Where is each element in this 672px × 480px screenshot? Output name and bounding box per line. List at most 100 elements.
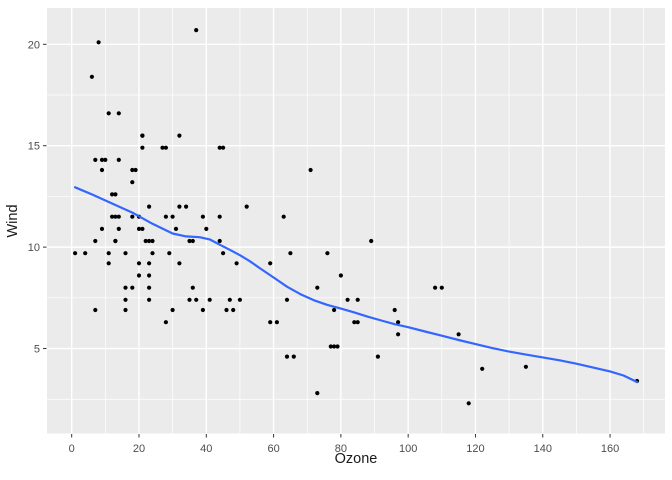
- data-point: [123, 251, 128, 256]
- data-point: [99, 167, 105, 173]
- data-point: [274, 320, 279, 325]
- data-point: [83, 251, 88, 256]
- data-point: [147, 204, 152, 209]
- data-point: [106, 261, 111, 266]
- data-point: [224, 307, 229, 313]
- data-point: [99, 157, 105, 162]
- data-point: [221, 145, 226, 150]
- data-point: [439, 285, 444, 290]
- data-point: [355, 297, 360, 302]
- data-point: [284, 354, 290, 359]
- data-point: [315, 391, 320, 396]
- data-point: [480, 366, 485, 371]
- x-tick-label: 120: [466, 443, 484, 455]
- data-point: [93, 238, 98, 244]
- data-point: [291, 354, 296, 359]
- data-point: [332, 307, 337, 313]
- data-point: [136, 226, 142, 231]
- loess-smooth-line: [74, 186, 639, 384]
- data-point: [332, 344, 337, 349]
- data-point: [355, 320, 360, 325]
- data-point: [113, 192, 118, 197]
- data-point: [234, 261, 239, 266]
- data-point: [96, 40, 101, 45]
- x-tick-label: 100: [399, 443, 417, 455]
- data-point: [167, 251, 172, 256]
- data-point: [116, 157, 121, 162]
- data-point: [130, 167, 135, 173]
- y-tick-label: 20: [28, 39, 40, 51]
- x-axis-title: Ozone: [335, 451, 378, 467]
- data-point: [113, 214, 118, 219]
- data-point: [136, 261, 142, 266]
- data-point: [147, 297, 152, 302]
- data-point: [93, 307, 98, 313]
- data-point: [281, 214, 286, 219]
- data-point: [123, 297, 128, 302]
- plot-panel: [47, 8, 665, 434]
- data-point: [103, 157, 108, 162]
- data-point: [123, 307, 128, 313]
- data-point: [328, 344, 333, 349]
- data-point: [221, 251, 226, 256]
- data-point: [268, 261, 273, 266]
- data-point: [177, 204, 182, 209]
- data-point: [204, 226, 209, 231]
- x-tick-label: 80: [335, 443, 347, 455]
- data-point: [130, 214, 135, 219]
- data-point: [136, 273, 142, 278]
- data-point: [375, 354, 380, 359]
- data-point: [456, 332, 461, 337]
- data-point: [523, 364, 529, 369]
- data-point: [177, 133, 182, 138]
- data-point: [106, 111, 111, 116]
- data-point: [160, 145, 165, 150]
- data-point: [190, 238, 195, 244]
- data-point: [140, 133, 145, 138]
- y-axis-title: Wind: [5, 204, 21, 237]
- data-point: [231, 307, 236, 313]
- data-point: [325, 251, 330, 256]
- data-point: [207, 297, 212, 302]
- x-tick-label: 20: [133, 443, 145, 455]
- data-point: [163, 214, 168, 219]
- data-point: [396, 332, 401, 337]
- data-point: [170, 214, 175, 219]
- data-point: [163, 145, 168, 150]
- data-point: [217, 145, 222, 150]
- x-tick-label: 140: [534, 443, 552, 455]
- data-point: [150, 251, 155, 256]
- data-point: [147, 261, 152, 266]
- data-point: [369, 238, 374, 244]
- data-point: [288, 251, 293, 256]
- data-point: [113, 238, 118, 244]
- data-point: [184, 204, 189, 209]
- data-point: [217, 214, 222, 219]
- data-point: [187, 238, 192, 244]
- x-tick-label: 40: [200, 443, 212, 455]
- data-point: [194, 297, 199, 302]
- data-point: [133, 167, 138, 173]
- data-point: [237, 297, 242, 302]
- data-point: [110, 214, 115, 219]
- data-point: [110, 192, 115, 197]
- x-tick-label: 160: [601, 443, 619, 455]
- data-point: [147, 238, 152, 244]
- data-point: [352, 320, 357, 325]
- data-point: [396, 320, 401, 325]
- data-point: [200, 307, 205, 313]
- data-point: [466, 401, 471, 406]
- data-point: [345, 297, 350, 302]
- data-point: [130, 180, 135, 185]
- data-point: [130, 285, 135, 290]
- y-tick-label: 10: [28, 242, 40, 254]
- data-point: [268, 320, 273, 325]
- data-point: [89, 74, 94, 79]
- data-point: [140, 226, 145, 231]
- data-point: [116, 226, 121, 231]
- data-point: [140, 145, 145, 150]
- data-point: [116, 214, 121, 219]
- data-point: [335, 344, 340, 349]
